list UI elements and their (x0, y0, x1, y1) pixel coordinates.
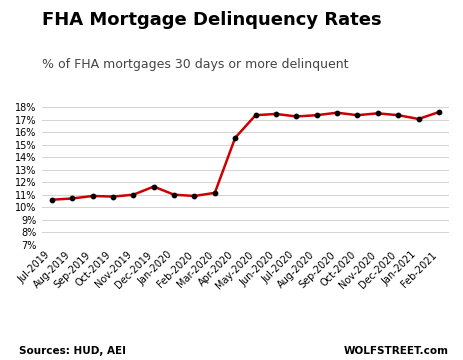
Point (191, 193, 198, 199)
Point (69, 195, 76, 201)
Point (252, 112, 259, 118)
Point (170, 192, 178, 198)
Point (211, 190, 219, 196)
Point (394, 112, 402, 118)
Point (293, 113, 300, 119)
Point (354, 112, 361, 118)
Point (232, 135, 239, 141)
Point (130, 192, 137, 198)
Point (313, 112, 320, 118)
Point (435, 109, 443, 115)
Point (333, 110, 341, 116)
Point (109, 194, 117, 199)
Point (374, 111, 382, 116)
Text: WOLFSTREET.com: WOLFSTREET.com (344, 346, 449, 356)
Point (415, 116, 422, 122)
Text: Sources: HUD, AEI: Sources: HUD, AEI (19, 346, 125, 356)
Point (272, 111, 280, 117)
Point (48, 197, 56, 203)
Text: % of FHA mortgages 30 days or more delinquent: % of FHA mortgages 30 days or more delin… (42, 58, 348, 71)
Point (89, 193, 96, 199)
Point (150, 184, 157, 189)
Text: FHA Mortgage Delinquency Rates: FHA Mortgage Delinquency Rates (42, 11, 382, 29)
